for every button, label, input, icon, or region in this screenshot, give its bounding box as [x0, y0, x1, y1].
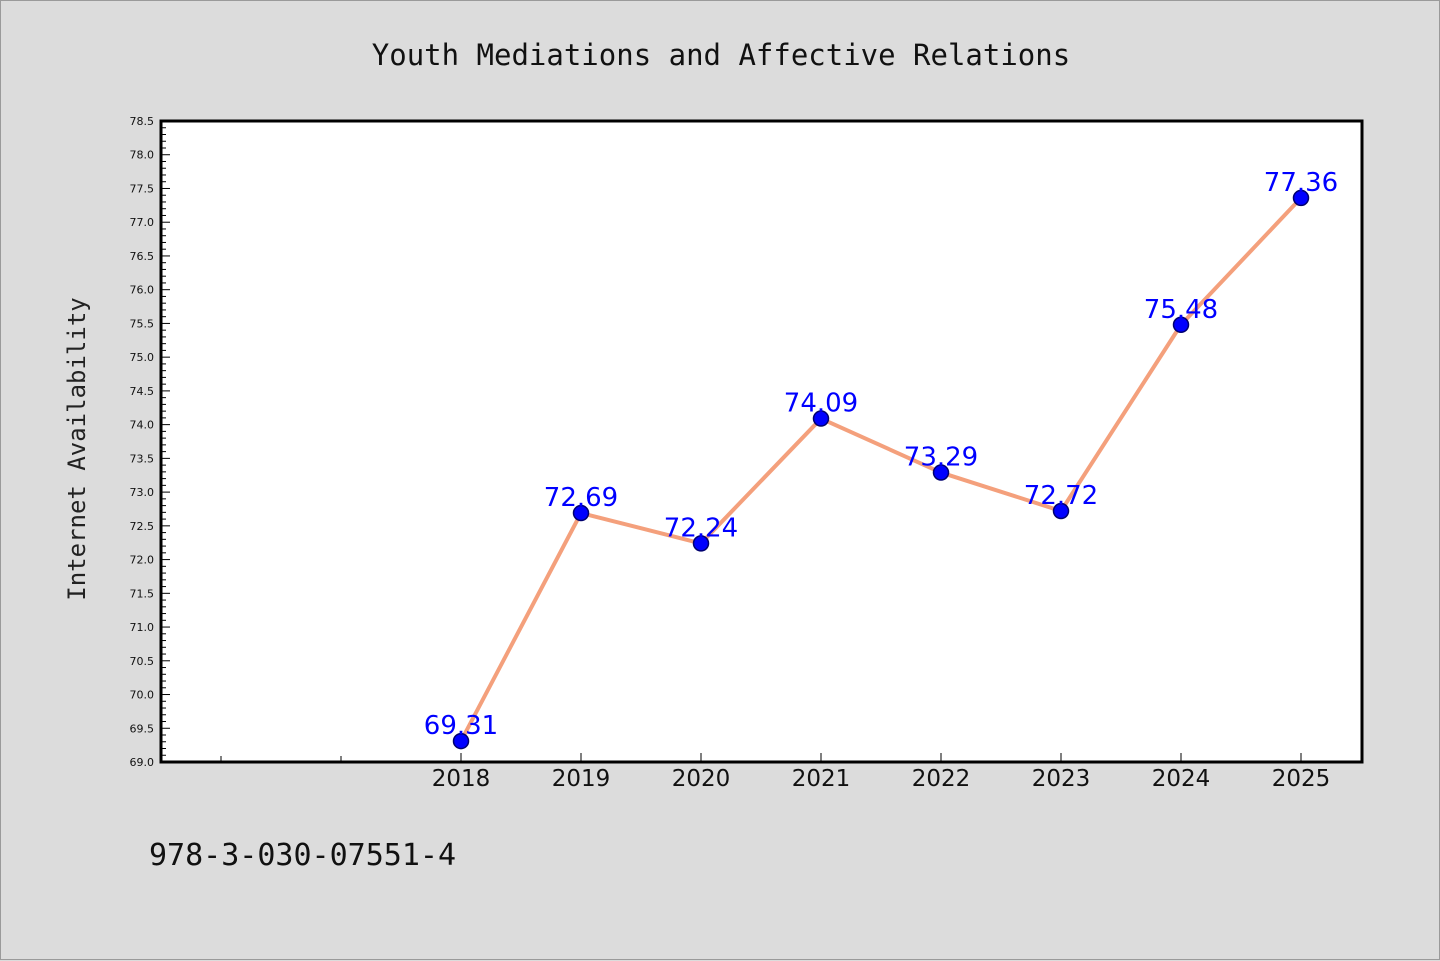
x-tick-label: 2019 [552, 766, 611, 792]
y-tick-label: 73.0 [130, 486, 155, 499]
x-tick-label: 2023 [1032, 766, 1091, 792]
y-tick-label: 71.5 [130, 587, 155, 600]
y-tick-label: 78.5 [130, 115, 155, 128]
x-tick-label: 2022 [912, 766, 971, 792]
data-label: 72.72 [1024, 481, 1098, 511]
data-label: 72.24 [664, 513, 738, 543]
y-tick-label: 73.5 [130, 452, 155, 465]
data-label: 73.29 [904, 443, 978, 473]
data-point [572, 504, 590, 522]
data-point [1052, 502, 1070, 520]
y-tick-label: 74.5 [130, 385, 155, 398]
x-tick-label: 2021 [792, 766, 851, 792]
footnote-isbn: 978-3-030-07551-4 [149, 838, 456, 873]
data-point [812, 410, 830, 427]
chart-title: Youth Mediations and Affective Relations [372, 38, 1070, 72]
data-label: 72.69 [544, 483, 618, 513]
x-tick-label: 2024 [1152, 766, 1211, 792]
y-tick-label: 72.0 [130, 554, 155, 567]
data-labels-group: 69.31 72.69 72.24 74.09 73.29 72.72 75.48 77.36 [424, 168, 1338, 741]
y-tick-label: 70.5 [130, 655, 155, 668]
y-tick-label: 69.0 [130, 756, 155, 769]
data-point [1172, 316, 1190, 334]
y-axis: 69.0 69.5 70.0 70.5 71.0 71.5 72.0 72.5 73.0 73.5… [130, 115, 170, 769]
data-label: 75.48 [1144, 295, 1218, 325]
plot-area [161, 121, 1362, 762]
series-line [459, 195, 1303, 744]
x-tick-label: 2025 [1272, 766, 1331, 792]
data-label: 77.36 [1264, 168, 1338, 198]
y-tick-label: 76.0 [130, 284, 155, 297]
data-point [452, 732, 470, 750]
y-tick-label: 75.5 [130, 317, 155, 330]
y-tick-label: 71.0 [130, 621, 155, 634]
data-label: 74.09 [784, 389, 858, 419]
y-tick-label: 69.5 [130, 722, 155, 735]
x-tick-label: 2018 [432, 766, 491, 792]
y-tick-label: 78.0 [130, 149, 155, 162]
data-label: 69.31 [424, 711, 498, 741]
data-point [1292, 189, 1310, 207]
y-tick-label: 72.5 [130, 520, 155, 533]
x-axis: 2018 2019 2020 2021 2022 2023 2024 2025 [220, 753, 1331, 792]
y-tick-label: 70.0 [130, 689, 155, 702]
x-tick-label: 2020 [672, 766, 731, 792]
y-tick-label: 74.0 [130, 419, 155, 432]
y-tick-label: 76.5 [130, 250, 155, 263]
y-tick-label: 77.0 [130, 216, 155, 229]
y-axis-label: Internet Availability [63, 297, 91, 600]
markers-group [452, 189, 1310, 750]
series-line-group [459, 195, 1303, 744]
y-tick-label: 75.0 [130, 351, 155, 364]
data-point [932, 464, 950, 481]
y-tick-label: 77.5 [130, 182, 155, 195]
plot-border [159, 119, 1364, 764]
data-point [692, 535, 710, 552]
